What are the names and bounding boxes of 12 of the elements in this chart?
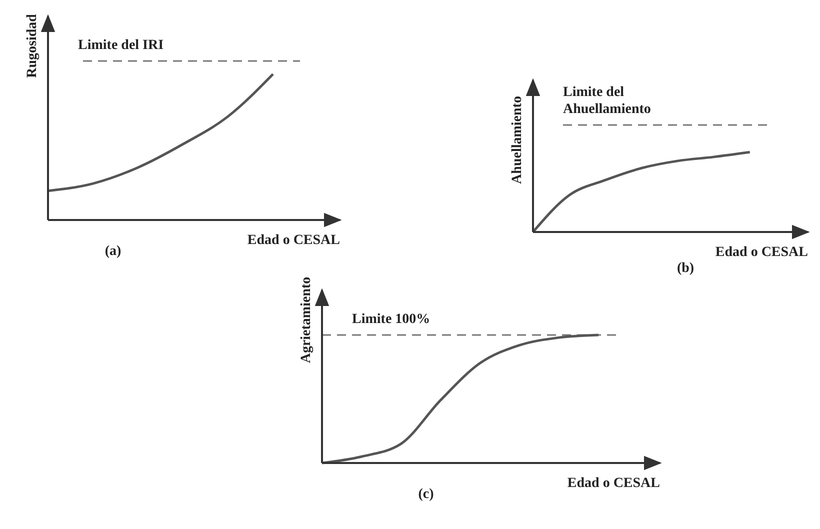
x-axis-title: Edad o CESAL	[715, 245, 808, 260]
y-axis-title: Rugosidad	[25, 14, 40, 78]
ref-line-label: Limite del IRI	[78, 38, 164, 53]
x-axis-title: Edad o CESAL	[567, 476, 660, 491]
x-axis-title: Edad o CESAL	[247, 233, 340, 248]
text: (a)	[104, 244, 122, 259]
text: (b)	[676, 261, 694, 276]
ref-line-label: Limite del Ahuellamiento	[563, 85, 651, 117]
y-axis-title: Ahuellamiento	[510, 96, 525, 184]
ref-line-label: Limite 100%	[352, 312, 430, 327]
text: (c)	[418, 487, 434, 502]
y-axis-title: Agrietamiento	[299, 276, 314, 364]
